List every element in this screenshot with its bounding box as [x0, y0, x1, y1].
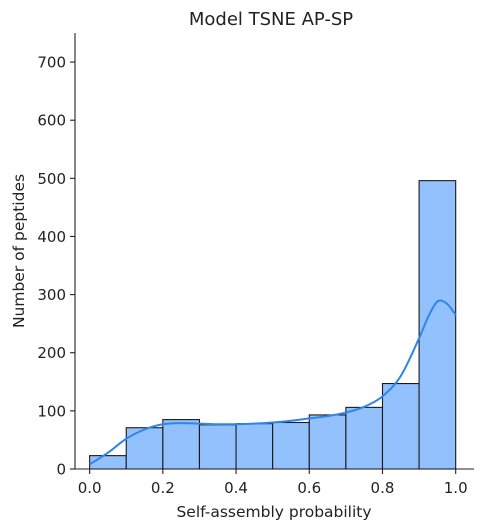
- histogram-bar-6: [308, 414, 347, 470]
- y-tick-label: 300: [37, 286, 66, 304]
- histogram-bar-3: [198, 424, 237, 470]
- x-tick-label: 0.0: [78, 479, 102, 497]
- x-ticks-group: 0.0 0.2 0.4 0.6 0.8 1.0: [78, 469, 468, 497]
- y-tick-label: 500: [37, 170, 66, 188]
- y-tick-label: 600: [37, 112, 66, 130]
- y-tick-label: 100: [37, 402, 66, 420]
- y-ticks-group: 0 100 200 300 400 500 600 700: [37, 54, 75, 479]
- y-axis-title: Number of peptides: [10, 174, 28, 328]
- x-axis-title: Self-assembly probability: [176, 503, 371, 521]
- y-tick-label: 0: [56, 461, 66, 479]
- histogram-bar-5: [272, 421, 310, 470]
- bars-group: [89, 180, 457, 470]
- y-tick-label: 400: [37, 228, 66, 246]
- histogram-bar-0: [89, 455, 127, 470]
- histogram-bar-1: [125, 427, 164, 470]
- histogram-bar-7: [345, 406, 384, 470]
- histogram-bar-4: [235, 423, 274, 470]
- x-tick-label: 0.8: [371, 479, 395, 497]
- chart-title: Model TSNE AP-SP: [189, 9, 353, 30]
- x-tick-label: 0.2: [151, 479, 175, 497]
- kde-curve: [89, 299, 457, 466]
- x-tick-label: 1.0: [444, 479, 468, 497]
- x-tick-label: 0.6: [297, 479, 321, 497]
- y-tick-label: 200: [37, 344, 66, 362]
- histogram-bar-2: [162, 419, 201, 470]
- histogram-bar-8: [381, 382, 420, 470]
- x-tick-label: 0.4: [224, 479, 248, 497]
- y-tick-label: 700: [37, 54, 66, 72]
